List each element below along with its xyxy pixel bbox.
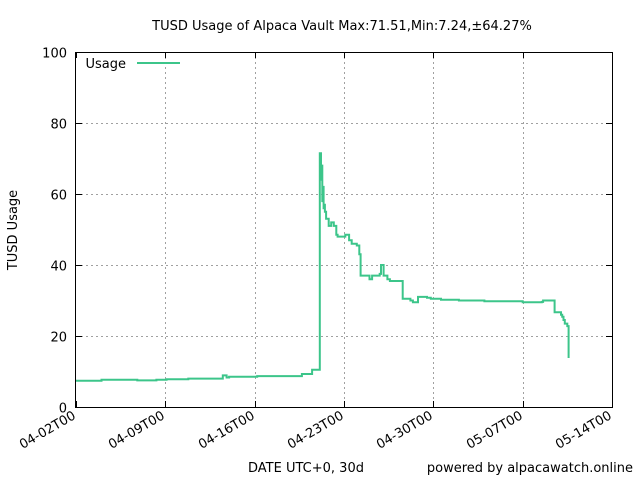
- y-tick-label: 20: [50, 331, 67, 346]
- legend-label: Usage: [85, 57, 126, 72]
- x-tick-label: 04-30T00: [374, 408, 435, 452]
- axis-ticks: 0 20 40 60 80 100 04-02T00 04-09T00 04-16T00 04-2…: [17, 47, 614, 453]
- x-tick-label: 04-16T00: [196, 408, 257, 452]
- chart-title: TUSD Usage of Alpaca Vault Max:71.51,Min…: [151, 19, 532, 34]
- y-axis-label: TUSD Usage: [6, 190, 21, 271]
- x-axis-label: DATE UTC+0, 30d: [248, 461, 364, 476]
- x-tick-label: 04-02T00: [17, 408, 78, 452]
- grid: [76, 52, 612, 407]
- y-tick-label: 0: [59, 402, 67, 417]
- y-tick-label: 80: [50, 118, 67, 133]
- series-layer: [76, 152, 570, 382]
- y-tick-label: 40: [50, 260, 67, 275]
- y-tick-label: 100: [42, 47, 67, 62]
- x-tick-label: 04-09T00: [106, 408, 167, 452]
- x-tick-label: 04-23T00: [285, 408, 346, 452]
- x-tick-label: 05-07T00: [464, 408, 525, 452]
- credit-text: powered by alpacawatch.online: [427, 461, 633, 476]
- y-tick-label: 60: [50, 189, 67, 204]
- plot-frame: [75, 52, 613, 408]
- x-tick-label: 05-14T00: [553, 408, 614, 452]
- series-line-usage: [76, 152, 570, 382]
- legend: Usage: [85, 57, 180, 72]
